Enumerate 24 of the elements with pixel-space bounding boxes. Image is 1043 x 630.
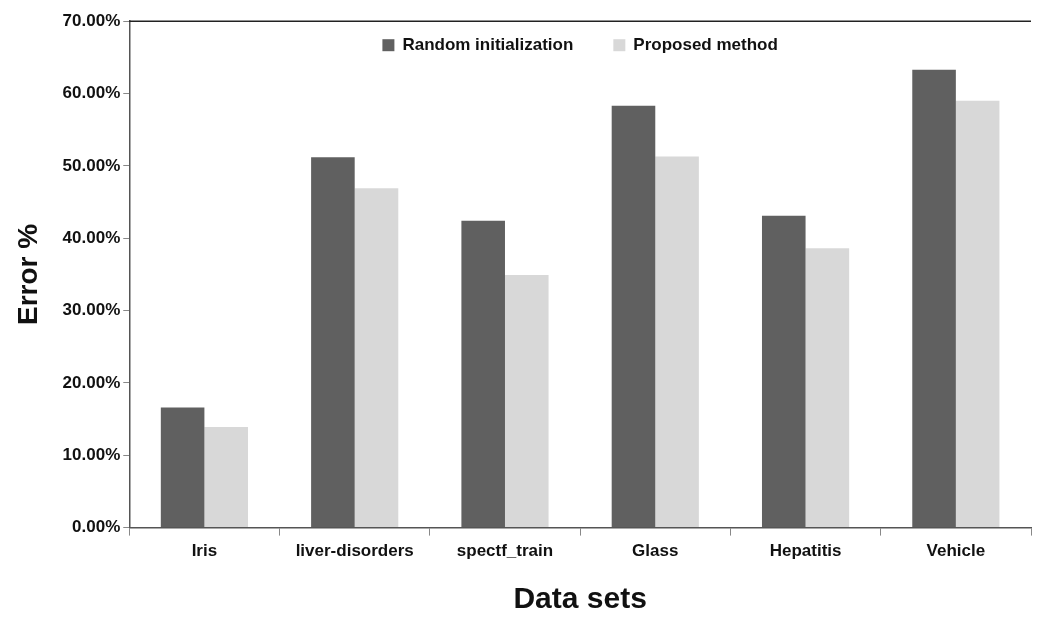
bar (655, 156, 699, 528)
bar (955, 100, 1000, 528)
y-tick-label: 40.00% (62, 227, 121, 247)
y-tick-label: 70.00% (62, 10, 121, 30)
y-tick-label: 30.00% (62, 300, 121, 320)
x-tick-label: spectf_train (456, 541, 554, 561)
bar (354, 188, 399, 528)
y-tick-label: 0.00% (72, 517, 121, 537)
bar (504, 275, 549, 528)
x-tick-label: Iris (191, 541, 218, 561)
bar (805, 248, 850, 528)
y-tick-label: 10.00% (62, 444, 121, 464)
legend-label: Proposed method (633, 34, 778, 54)
y-tick-label: 50.00% (62, 155, 121, 175)
x-axis-title: Data sets (513, 581, 647, 615)
y-axis-title: Error % (11, 223, 43, 325)
legend-label: Random initialization (402, 34, 574, 54)
x-tick-label: liver-disorders (295, 541, 414, 561)
bar (204, 427, 248, 528)
x-tick-label: Vehicle (926, 541, 986, 561)
x-tick-label: Glass (632, 541, 679, 561)
y-tick-label: 60.00% (62, 83, 121, 103)
x-tick-label: Hepatitis (769, 541, 842, 561)
y-tick-label: 20.00% (62, 372, 121, 392)
